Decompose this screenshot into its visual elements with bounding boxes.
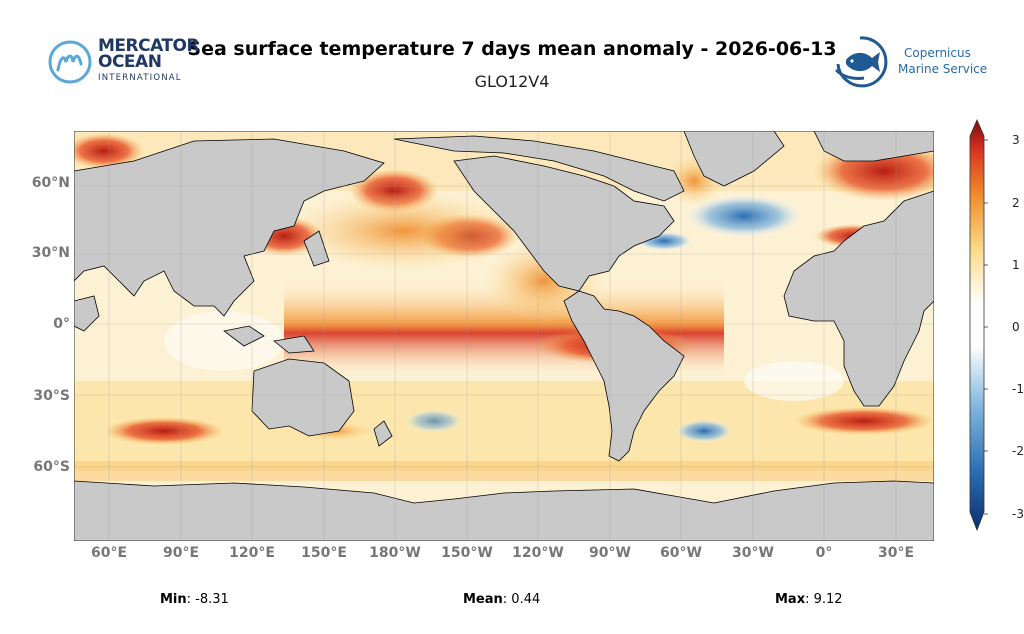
colorbar-tick-3: 3: [1012, 133, 1020, 147]
lon-tick-30e: 30°E: [877, 545, 915, 561]
land-north-america: [453, 155, 675, 292]
lon-tick-60e: 60°E: [90, 545, 128, 561]
lon-tick-90w: 90°W: [589, 545, 631, 561]
land-europe-africa: [783, 190, 934, 407]
copernicus-marine-logo: Copernicus Marine Service: [830, 30, 990, 92]
land-australia: [251, 358, 355, 437]
copernicus-logo-line2: Marine Service: [898, 62, 988, 76]
land-antarctica: [74, 480, 934, 541]
land-asia: [74, 138, 385, 317]
lon-tick-150e: 150°E: [301, 545, 347, 561]
lon-tick-120e: 120°E: [229, 545, 275, 561]
colorbar-tick-1: 1: [1012, 258, 1020, 272]
map-subtitle: GLO12V4: [474, 72, 550, 91]
lat-tick-60s: 60°S: [33, 459, 70, 475]
lat-tick-0: 0°: [53, 316, 70, 332]
colorbar-tick-0: 0: [1012, 320, 1020, 334]
colorbar: [969, 119, 988, 532]
lat-tick-30n: 30°N: [31, 245, 70, 261]
map-title: Sea surface temperature 7 days mean anom…: [187, 38, 837, 60]
stat-mean: Mean: 0.44: [463, 592, 541, 607]
lon-tick-180w: 180°W: [369, 545, 421, 561]
fish-globe-icon: [834, 36, 888, 88]
stat-min: Min: -8.31: [160, 592, 229, 607]
north-atlantic-cold-anomaly: [684, 194, 804, 238]
colorbar-bar: [969, 119, 985, 532]
colorbar-tick-minus1: -1: [1012, 382, 1024, 396]
mercator-logo-line1: MERCATOR: [98, 36, 200, 56]
colorbar-tick-minus3: -3: [1012, 507, 1024, 521]
lat-tick-30s: 30°S: [33, 388, 70, 404]
mercator-logo-line2: OCEAN: [98, 52, 162, 72]
mercator-ocean-logo: MERCATOR OCEAN INTERNATIONAL: [48, 36, 208, 88]
lon-tick-0: 0°: [815, 545, 833, 561]
lon-tick-150w: 150°W: [441, 545, 493, 561]
land-greenland: [683, 131, 785, 187]
land-masses: [74, 131, 934, 541]
copernicus-logo-line1: Copernicus: [904, 46, 971, 60]
sst-anomaly-map: [74, 131, 934, 541]
mercator-logo-line3: INTERNATIONAL: [98, 73, 182, 83]
stat-max: Max: 9.12: [775, 592, 843, 607]
colorbar-tick-minus2: -2: [1012, 444, 1024, 458]
lon-tick-120w: 120°W: [512, 545, 564, 561]
graticule: [74, 131, 934, 541]
lon-tick-30w: 30°W: [732, 545, 774, 561]
lon-tick-90e: 90°E: [162, 545, 200, 561]
lon-tick-60w: 60°W: [660, 545, 702, 561]
colorbar-tick-2: 2: [1012, 196, 1020, 210]
mercator-logo-icon: [48, 40, 92, 84]
lat-tick-60n: 60°N: [31, 175, 70, 191]
